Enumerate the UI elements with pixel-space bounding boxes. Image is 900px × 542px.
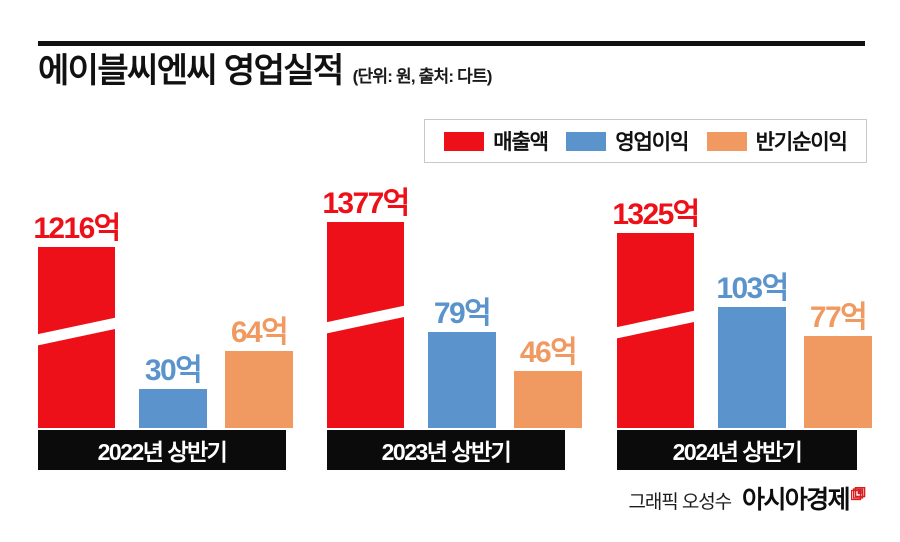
chart-plot-area: 1216억 30억 64억 2022년 상반기 1377억 79억 46억 2023년 상반기… xyxy=(0,170,900,470)
axis-break-slash xyxy=(38,316,115,347)
bar-group: 1377억 79억 46억 2023년 상반기 xyxy=(322,170,582,470)
bar-value-label: 46억 xyxy=(519,336,578,369)
header-rule xyxy=(38,41,865,46)
group-label-text: 2024년 상반기 xyxy=(672,439,803,465)
bar-slot: 46억 xyxy=(514,338,582,428)
bar-slot: 1377억 xyxy=(322,189,410,428)
graphic-credit: 그래픽 오성수 xyxy=(628,492,733,513)
bar-slot: 79억 xyxy=(428,299,496,428)
bar-value-label: 79억 xyxy=(433,297,492,330)
legend-label: 매출액 xyxy=(493,131,549,154)
header: 에이블씨엔씨 영업실적 (단위: 원, 출처: 다트) xyxy=(38,54,492,88)
bar[interactable] xyxy=(38,247,115,428)
legend-item: 영업이익 xyxy=(566,126,689,156)
group-label-text: 2023년 상반기 xyxy=(381,439,512,465)
legend-swatch xyxy=(566,131,607,151)
group-label-bar: 2023년 상반기 xyxy=(327,430,565,470)
bar-group: 1325억 103억 77억 2024년 상반기 xyxy=(612,170,872,470)
bar-group-bars: 1377억 79억 46억 xyxy=(322,170,582,428)
page-title: 에이블씨엔씨 영업실적 xyxy=(38,52,344,90)
bar-slot: 1325억 xyxy=(612,200,700,428)
page-subtitle: (단위: 원, 출처: 다트) xyxy=(352,67,493,86)
bar-slot: 1216억 xyxy=(33,214,121,428)
legend-swatch xyxy=(444,131,485,151)
bar-slot: 77억 xyxy=(804,303,872,428)
bar[interactable] xyxy=(327,222,404,428)
bar[interactable] xyxy=(617,233,694,428)
bar-value-label: 77억 xyxy=(809,301,868,334)
bar-group: 1216억 30억 64억 2022년 상반기 xyxy=(33,170,293,470)
bar-group-bars: 1325억 103억 77억 xyxy=(612,170,872,428)
bar-slot: 30억 xyxy=(139,356,207,428)
brand-logo: 아시아경제 xyxy=(741,486,867,514)
legend-item: 매출액 xyxy=(444,126,549,156)
axis-break-slash xyxy=(617,309,694,340)
bar-value-label: 64억 xyxy=(230,316,289,349)
legend-swatch xyxy=(706,131,747,151)
group-label-text: 2022년 상반기 xyxy=(97,439,228,465)
group-label-bar: 2024년 상반기 xyxy=(617,430,857,470)
legend-label: 반기순이익 xyxy=(755,131,848,154)
bar-group-bars: 1216억 30억 64억 xyxy=(33,170,293,428)
bar[interactable] xyxy=(718,307,786,428)
bar[interactable] xyxy=(225,351,293,428)
bar[interactable] xyxy=(139,389,207,428)
bar-slot: 64억 xyxy=(225,318,293,428)
bar-value-label: 30억 xyxy=(144,354,203,387)
bar-value-label: 103억 xyxy=(716,272,789,305)
bar[interactable] xyxy=(514,371,582,428)
axis-break-slash xyxy=(327,304,404,335)
chart-legend: 매출액 영업이익 반기순이익 xyxy=(424,119,867,163)
quote-mark-icon xyxy=(850,486,867,508)
legend-item: 반기순이익 xyxy=(706,126,848,156)
group-label-bar: 2022년 상반기 xyxy=(38,430,286,470)
bar-value-label: 1216억 xyxy=(33,212,121,245)
bar-slot: 103억 xyxy=(716,274,789,428)
bar[interactable] xyxy=(804,336,872,428)
brand-name: 아시아경제 xyxy=(741,486,851,514)
legend-label: 영업이익 xyxy=(615,131,689,154)
footer-credit: 그래픽 오성수 아시아경제 xyxy=(628,486,867,514)
bar-value-label: 1325억 xyxy=(612,198,700,231)
bar-value-label: 1377억 xyxy=(322,187,410,220)
bar[interactable] xyxy=(428,332,496,428)
